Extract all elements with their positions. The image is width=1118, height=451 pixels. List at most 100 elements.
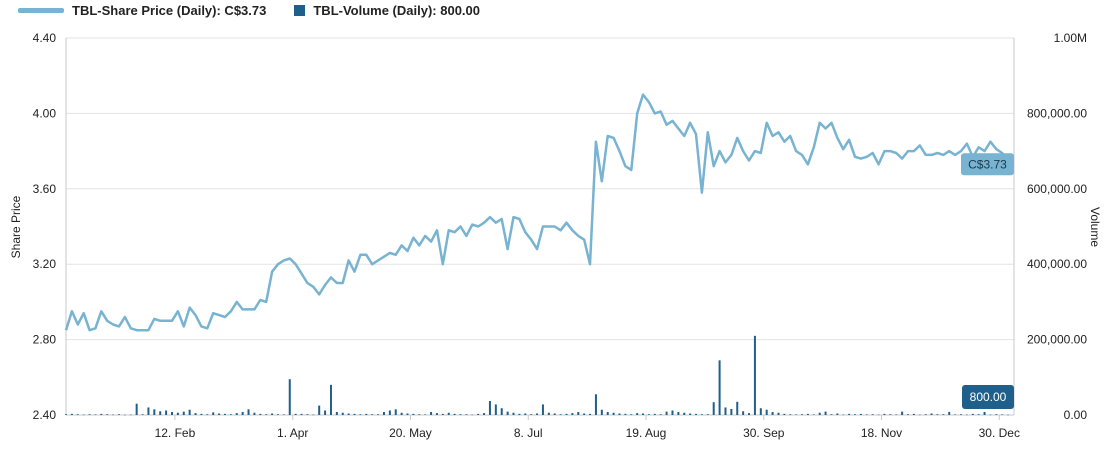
volume-bar xyxy=(453,413,456,415)
y-tick-label-left: 4.00 xyxy=(33,106,57,120)
volume-bar xyxy=(730,408,733,415)
volume-bar xyxy=(918,414,921,416)
volume-bar xyxy=(801,414,804,415)
volume-bar xyxy=(589,413,592,415)
volume-bar xyxy=(1001,414,1004,415)
last-price-flag-label: C$3.73 xyxy=(968,157,1007,171)
x-tick-label: 12. Feb xyxy=(155,426,196,440)
volume-bar xyxy=(700,414,703,415)
last-volume-flag-label: 800.00 xyxy=(970,390,1007,404)
volume-bar xyxy=(541,404,544,415)
volume-bar xyxy=(359,414,362,415)
volume-bar xyxy=(400,412,403,415)
volume-bar xyxy=(153,409,156,415)
volume-bar xyxy=(412,413,415,415)
legend-label-price: TBL-Share Price (Daily): C$3.73 xyxy=(72,3,267,18)
volume-bar xyxy=(912,413,915,415)
volume-bar xyxy=(271,413,274,415)
volume-bar xyxy=(653,413,656,415)
last-price-flag: C$3.73 xyxy=(961,153,1014,176)
volume-bar xyxy=(718,360,721,415)
volume-bar xyxy=(748,413,751,415)
y-axis-title-right: Volume xyxy=(1088,207,1102,247)
chart-legend: TBL-Share Price (Daily): C$3.73 TBL-Volu… xyxy=(18,3,480,18)
volume-bar xyxy=(247,409,250,415)
volume-bar xyxy=(512,412,515,415)
volume-bar xyxy=(300,413,303,415)
volume-bar xyxy=(877,414,880,416)
volume-bar xyxy=(212,412,215,415)
volume-bar xyxy=(76,414,79,415)
x-axis-ticks: 12. Feb 1. Apr 20. May 8. Jul 19. Aug 30. Sep… xyxy=(155,415,1020,440)
volume-bar xyxy=(859,413,862,415)
volume-bar xyxy=(430,411,433,415)
volume-bar xyxy=(235,413,238,415)
volume-bar xyxy=(865,414,868,415)
volume-bar xyxy=(1007,414,1010,416)
volume-bar xyxy=(65,414,67,415)
x-tick-label: 19. Aug xyxy=(626,426,667,440)
volume-bar xyxy=(488,401,491,415)
volume-bar xyxy=(223,413,226,415)
volume-bar xyxy=(377,414,380,415)
legend-item-volume[interactable]: TBL-Volume (Daily): 800.00 xyxy=(294,3,480,18)
left-axis-ticks: 2.40 2.80 3.20 3.60 4.00 4.40 xyxy=(33,31,57,422)
volume-bar xyxy=(182,411,185,415)
volume-bar xyxy=(736,401,739,415)
volume-bar xyxy=(100,413,103,415)
volume-bar xyxy=(983,411,986,415)
volume-bar xyxy=(294,413,297,415)
volume-bar xyxy=(312,414,315,416)
volume-bar xyxy=(671,410,674,415)
volume-bar xyxy=(630,414,633,415)
volume-bar xyxy=(306,414,309,415)
y-tick-label-right: 600,000.00 xyxy=(1027,182,1087,196)
volume-bar xyxy=(806,413,809,415)
volume-bar xyxy=(459,414,462,415)
volume-bar xyxy=(200,413,203,415)
volume-bar xyxy=(341,412,344,415)
volume-bar xyxy=(483,413,486,415)
volume-bar xyxy=(241,411,244,415)
volume-bar xyxy=(753,335,756,415)
volume-bar xyxy=(624,413,627,415)
y-tick-label-left: 2.40 xyxy=(33,408,57,422)
y-tick-label-right: 0.00 xyxy=(1064,408,1088,422)
volume-bar xyxy=(70,413,73,415)
volume-bar xyxy=(353,413,356,415)
volume-bar xyxy=(742,411,745,415)
volume-bar xyxy=(636,413,639,415)
volume-bar xyxy=(683,412,686,415)
volume-bar xyxy=(129,414,132,416)
volume-bar xyxy=(665,411,668,415)
volume-bar xyxy=(795,414,798,415)
volume-bar xyxy=(930,413,933,415)
volume-bar xyxy=(995,414,998,415)
volume-bar xyxy=(447,412,450,415)
x-tick-label: 18. Nov xyxy=(861,426,902,440)
volume-bar xyxy=(547,412,550,415)
volume-bar xyxy=(170,411,173,415)
last-volume-flag-box xyxy=(962,385,1014,409)
volume-bar xyxy=(606,411,609,415)
volume-bar xyxy=(347,413,350,415)
legend-item-price[interactable]: TBL-Share Price (Daily): C$3.73 xyxy=(18,3,266,18)
volume-bar xyxy=(388,410,391,415)
x-tick-label: 20. May xyxy=(389,426,432,440)
volume-bar xyxy=(530,414,533,415)
volume-bar xyxy=(194,413,197,415)
volume-bar xyxy=(253,412,256,415)
y-axis-title-left: Share Price xyxy=(9,195,23,258)
y-tick-label-left: 2.80 xyxy=(33,333,57,347)
volume-bar xyxy=(977,414,980,415)
volume-bar xyxy=(895,414,898,415)
volume-bar xyxy=(830,414,833,415)
volume-bar xyxy=(324,410,327,415)
y-tick-label-right: 800,000.00 xyxy=(1027,106,1087,120)
volume-bar xyxy=(883,413,886,415)
volume-bar xyxy=(494,404,497,415)
volume-bar xyxy=(936,414,939,415)
x-tick-label: 1. Apr xyxy=(277,426,308,440)
price-line-group xyxy=(64,93,1010,332)
last-volume-flag: 800.00 xyxy=(962,385,1014,409)
